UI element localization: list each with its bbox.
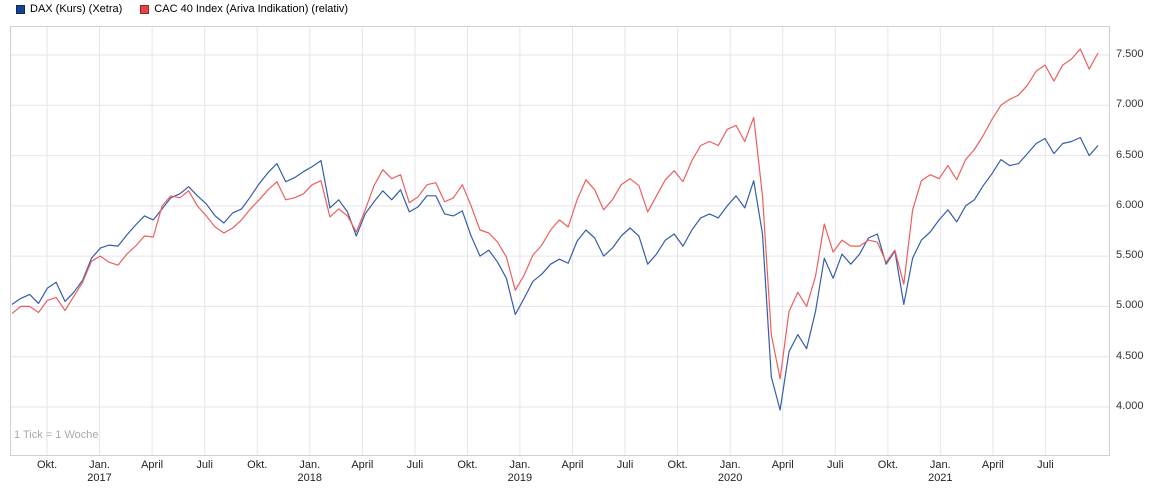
legend-item-cac40: CAC 40 Index (Ariva Indikation) (relativ… — [140, 3, 348, 15]
x-axis-label: April — [981, 459, 1004, 471]
x-axis-year-label: 2020 — [717, 472, 743, 484]
y-axis-label: 7.500 — [1116, 48, 1144, 60]
x-axis-label: Jan. 2020 — [717, 459, 743, 484]
x-axis-label: Okt. — [457, 459, 478, 471]
x-axis-label: Okt. — [247, 459, 268, 471]
x-axis-label: Okt. — [36, 459, 58, 471]
x-axis-label: Juli — [1037, 459, 1054, 471]
x-axis-year-label: 2018 — [297, 472, 323, 484]
x-axis-label: Okt. — [667, 459, 688, 471]
x-axis-year-label: 2019 — [507, 472, 533, 484]
y-axis-label: 5.500 — [1116, 249, 1144, 262]
legend-label: DAX (Kurs) (Xetra) — [30, 3, 123, 15]
x-axis-year-label: 2017 — [87, 472, 112, 484]
y-axis-label: 4.500 — [1116, 349, 1144, 362]
legend-swatch-icon — [140, 4, 150, 14]
legend-swatch-icon — [16, 4, 25, 14]
y-axis-label: 6.500 — [1116, 148, 1144, 161]
y-axis-label: 7.000 — [1116, 98, 1144, 111]
x-axis-label: Juli — [827, 459, 844, 471]
x-axis-label: April — [561, 459, 584, 471]
x-axis-label: April — [771, 459, 794, 471]
x-axis-label: Jan. 2018 — [297, 459, 323, 484]
x-axis-label: Jan. 2021 — [928, 459, 953, 484]
x-axis-label: Jan. 2017 — [87, 459, 112, 484]
price-chart — [10, 26, 1110, 456]
x-axis-label: Okt. — [877, 459, 898, 471]
y-axis-label: 6.000 — [1116, 198, 1144, 211]
y-axis-label: 5.000 — [1116, 299, 1144, 312]
y-axis-label: 4.000 — [1116, 400, 1144, 412]
chart-legend: DAX (Kurs) (Xetra) CAC 40 Index (Ariva In… — [16, 3, 348, 15]
legend-item-dax: DAX (Kurs) (Xetra) — [16, 3, 122, 15]
x-axis-label: April — [351, 459, 374, 471]
legend-label: CAC 40 Index (Ariva Indikation) (relativ… — [154, 3, 349, 15]
x-axis-label: Juli — [196, 459, 213, 471]
x-axis-year-label: 2021 — [928, 472, 953, 484]
x-axis-label: Juli — [616, 459, 634, 471]
x-axis-label: Jan. 2019 — [507, 459, 533, 484]
x-axis-label: Juli — [406, 459, 424, 471]
tick-interval-note: 1 Tick = 1 Woche — [14, 429, 99, 441]
x-axis-label: April — [141, 459, 164, 471]
